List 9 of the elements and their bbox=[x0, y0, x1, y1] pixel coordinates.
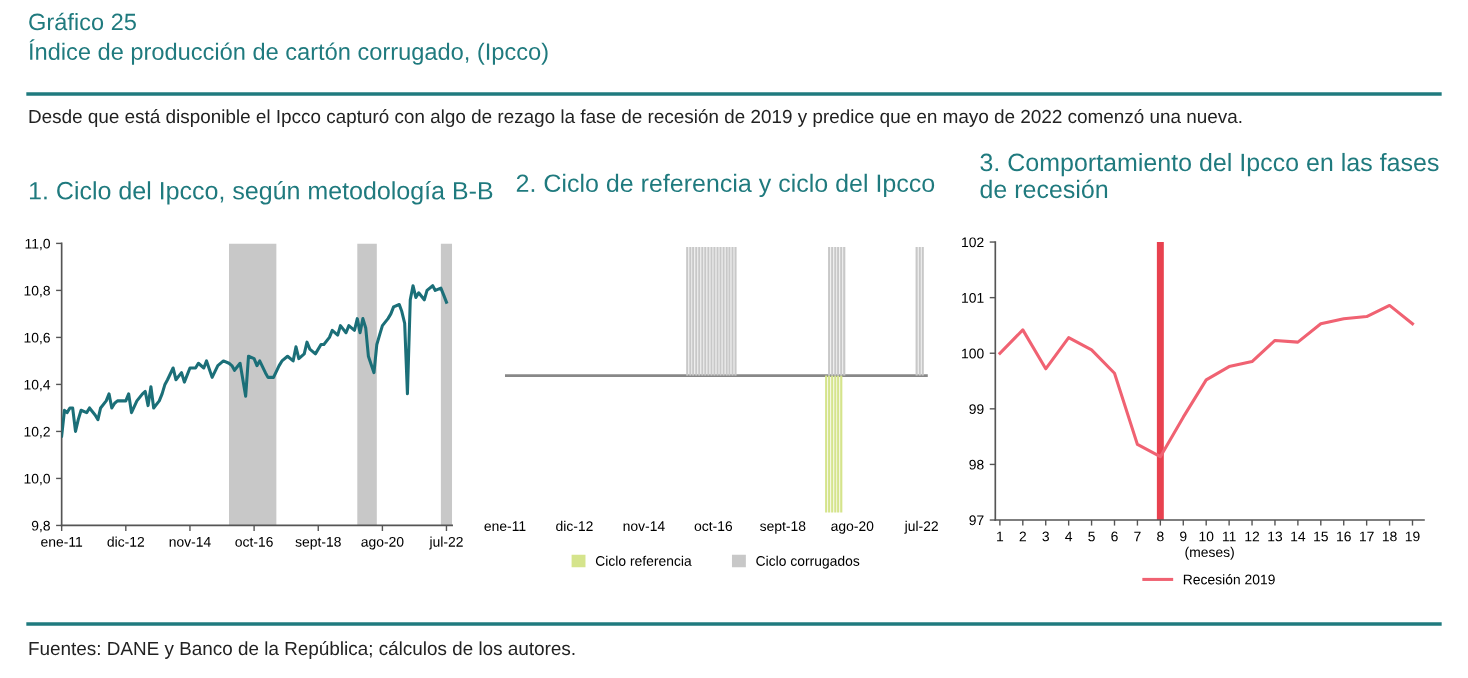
chart-title: 1. Ciclo del Ipcco, según metodología B-B bbox=[29, 180, 493, 205]
text: Gráfico 25 bbox=[29, 12, 136, 31]
line-series bbox=[998, 303, 1415, 459]
line-series bbox=[61, 284, 448, 438]
text: Índice de producción de cartón corrugado, (Ipcco) bbox=[29, 39, 548, 65]
chart-title: 3. Comportamiento del Ipcco en las fases de recesión bbox=[980, 152, 1439, 199]
chart-title: 2. Ciclo de referencia y ciclo del Ipcco bbox=[516, 173, 935, 198]
text: Desde que está disponible el Ipcco capturó con algo de rezago la fase de recesión de 2019 y predice que en mayo de 2022 comenzó una nueva. bbox=[29, 109, 1242, 127]
source-note: Fuentes: DANE y Banco de la República; cálculos de los autores. bbox=[29, 641, 575, 659]
